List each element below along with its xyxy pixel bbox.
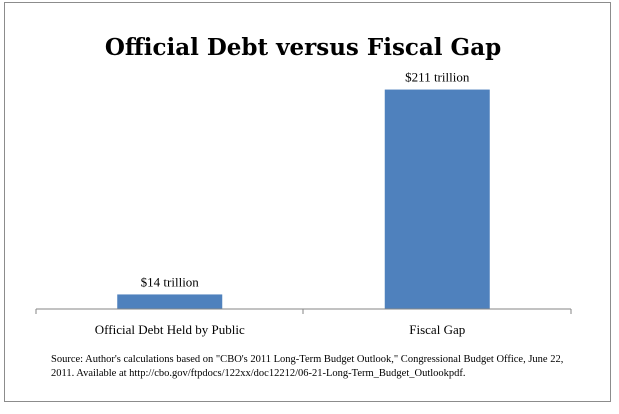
- data-label-1: $14 trillion: [141, 274, 200, 289]
- labels-group: $14 trillion Official Debt Held by Public…: [95, 70, 470, 337]
- bar-1: [117, 294, 223, 309]
- category-label-2: Fiscal Gap: [409, 322, 465, 337]
- chart-canvas: Official Debt versus Fiscal Gap $14 tril…: [35, 34, 572, 337]
- bar-2: [384, 89, 490, 309]
- chart-area: Official Debt versus Fiscal Gap $14 tril…: [4, 2, 611, 402]
- data-label-2: $211 trillion: [405, 70, 470, 85]
- category-label-1: Official Debt Held by Public: [95, 322, 245, 337]
- bars-group: [117, 89, 490, 309]
- source-note: Source: Author's calculations based on "…: [51, 354, 564, 379]
- chart-title: Official Debt versus Fiscal Gap: [105, 34, 501, 61]
